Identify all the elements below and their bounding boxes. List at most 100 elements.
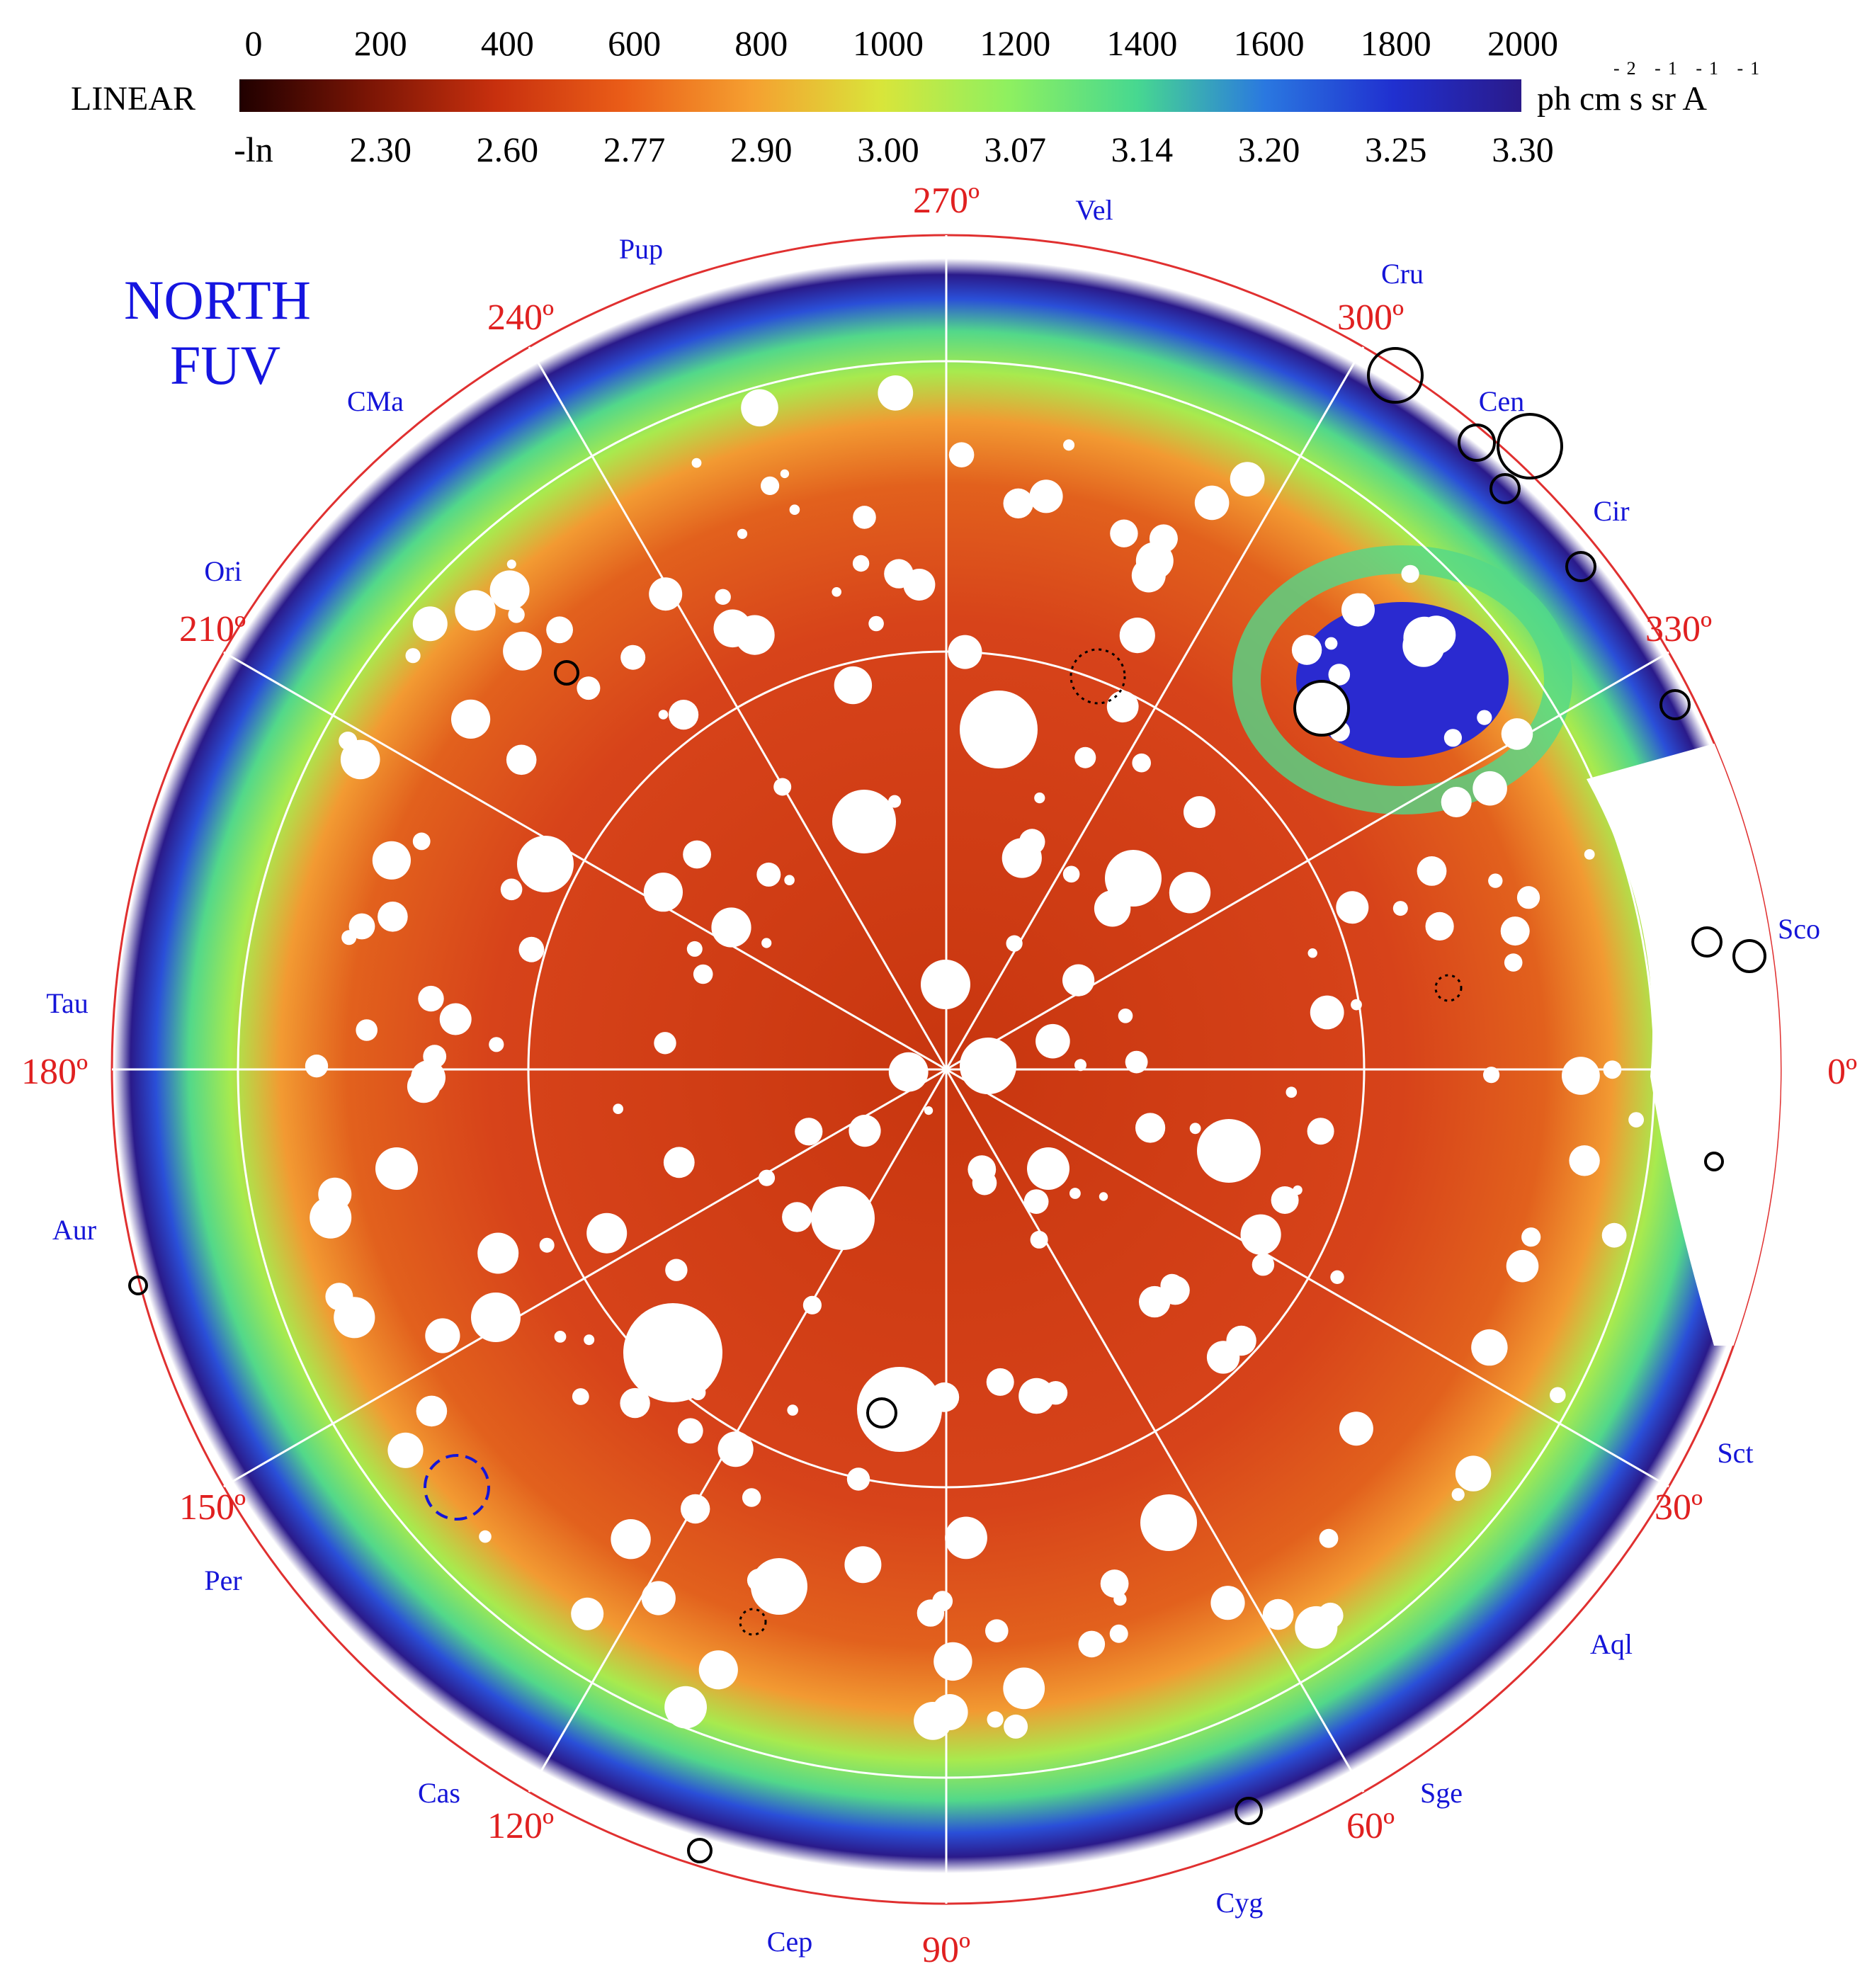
masked-star: [372, 841, 412, 880]
masked-star: [1210, 1586, 1245, 1620]
masked-star: [669, 700, 699, 730]
masked-star: [698, 1650, 738, 1690]
masked-star: [620, 1387, 650, 1419]
longitude-label: 90º: [922, 1930, 970, 1970]
masked-star: [477, 1232, 519, 1274]
masked-star: [654, 1032, 676, 1055]
longitude-label: 240º: [487, 297, 554, 338]
masked-star: [868, 615, 884, 632]
constellation-label: Sct: [1717, 1437, 1753, 1469]
masked-star: [1488, 873, 1503, 888]
masked-star: [853, 506, 876, 529]
colorbar-ln-tick: 3.25: [1365, 130, 1427, 169]
colorbar-unit-exponents: -2 -1 -1 -1: [1613, 58, 1766, 79]
masked-star: [518, 936, 545, 962]
masked-star: [641, 1581, 676, 1615]
masked-star: [1550, 1387, 1566, 1404]
masked-star: [423, 1045, 447, 1068]
constellation-label: Ori: [204, 555, 242, 587]
masked-star: [658, 710, 669, 720]
masked-star: [554, 1331, 567, 1343]
masked-star: [1472, 771, 1507, 806]
colorbar-linear-tick: 400: [481, 23, 534, 63]
masked-star: [506, 560, 516, 569]
masked-star: [1516, 886, 1540, 909]
masked-star: [888, 795, 902, 808]
constellation-label: CMa: [347, 385, 404, 417]
source-circle: [1497, 413, 1563, 479]
masked-star: [924, 1106, 934, 1115]
masked-star: [1441, 787, 1472, 817]
masked-star: [1226, 1325, 1256, 1356]
masked-star: [506, 744, 537, 776]
masked-star: [1099, 1192, 1108, 1201]
graticule: [112, 235, 1781, 1904]
colorbar-ln-tick: 3.20: [1238, 130, 1300, 169]
masked-star: [1132, 753, 1151, 773]
colorbar-scale-label: LINEAR: [71, 80, 195, 118]
masked-star: [1029, 479, 1063, 513]
masked-star: [1328, 664, 1351, 686]
masked-star: [1230, 462, 1265, 496]
masked-star: [789, 504, 800, 515]
masked-star: [305, 1055, 329, 1078]
masked-region: [832, 790, 896, 853]
masked-star: [356, 1019, 378, 1041]
longitude-label: 270º: [913, 181, 980, 221]
colorbar-ln-tick: 2.60: [477, 130, 539, 169]
masked-star: [917, 1599, 945, 1627]
masked-star: [1062, 865, 1080, 883]
longitude-spoke-120: [528, 1069, 948, 1793]
masked-star: [439, 1003, 472, 1035]
masked-star: [405, 648, 421, 664]
masked-star: [489, 1037, 504, 1052]
masked-star: [787, 1404, 798, 1416]
masked-star: [479, 1530, 492, 1543]
colorbar-linear-tick: 800: [734, 23, 788, 63]
masked-region: [471, 1293, 521, 1342]
masked-star: [688, 1421, 701, 1435]
colorbar-bar: [239, 79, 1521, 112]
masked-star: [1471, 1329, 1508, 1366]
masked-star: [1569, 1145, 1600, 1176]
masked-star: [914, 1702, 952, 1740]
masked-star: [761, 938, 772, 948]
masked-star: [691, 458, 702, 468]
masked-star: [1063, 439, 1075, 451]
constellation-label: Tau: [46, 987, 88, 1019]
longitude-spoke-240: [528, 346, 948, 1070]
longitude-label: 120º: [487, 1806, 554, 1846]
masked-star: [1291, 635, 1322, 665]
masked-star: [546, 616, 573, 644]
masked-star: [1023, 1189, 1049, 1214]
masked-star: [1240, 1214, 1281, 1255]
masked-star: [339, 732, 358, 750]
masked-star: [1125, 1050, 1148, 1074]
masked-star: [1043, 1381, 1068, 1405]
masked-star: [1417, 856, 1447, 886]
masked-star: [985, 1619, 1009, 1642]
masked-star: [878, 375, 914, 411]
masked-star: [761, 476, 780, 496]
masked-star: [1477, 710, 1492, 725]
masked-star: [340, 739, 380, 780]
masked-star: [832, 587, 841, 597]
masked-star: [846, 1467, 870, 1491]
masked-star: [1252, 1254, 1275, 1276]
source-circle-dotted: [1069, 648, 1126, 705]
source-circle: [1691, 926, 1723, 958]
longitude-spokes: [112, 235, 1781, 1904]
constellation-labels: Vel Pup Cru Cen Cir CMa Ori Sco Tau Aur Sct Per Aql C…: [46, 194, 1820, 1958]
masked-star: [1271, 1186, 1299, 1214]
colorbar-ln-ticks: -ln 2.30 2.60 2.77 2.90 3.00 3.07 3.14 3.20 3.25 3…: [234, 130, 1554, 169]
masked-star: [1500, 916, 1530, 946]
masked-star: [649, 577, 683, 611]
masked-star: [412, 832, 431, 851]
masked-star: [711, 907, 751, 948]
longitude-labels: 0º 30º 60º 90º 120º 150º 180º 210º 240º 270º 300º 3…: [21, 181, 1857, 1970]
masked-star: [348, 913, 375, 940]
masked-star: [1184, 796, 1215, 829]
source-circle: [1659, 689, 1691, 720]
masked-star: [986, 1368, 1014, 1396]
masked-region: [857, 1367, 942, 1452]
